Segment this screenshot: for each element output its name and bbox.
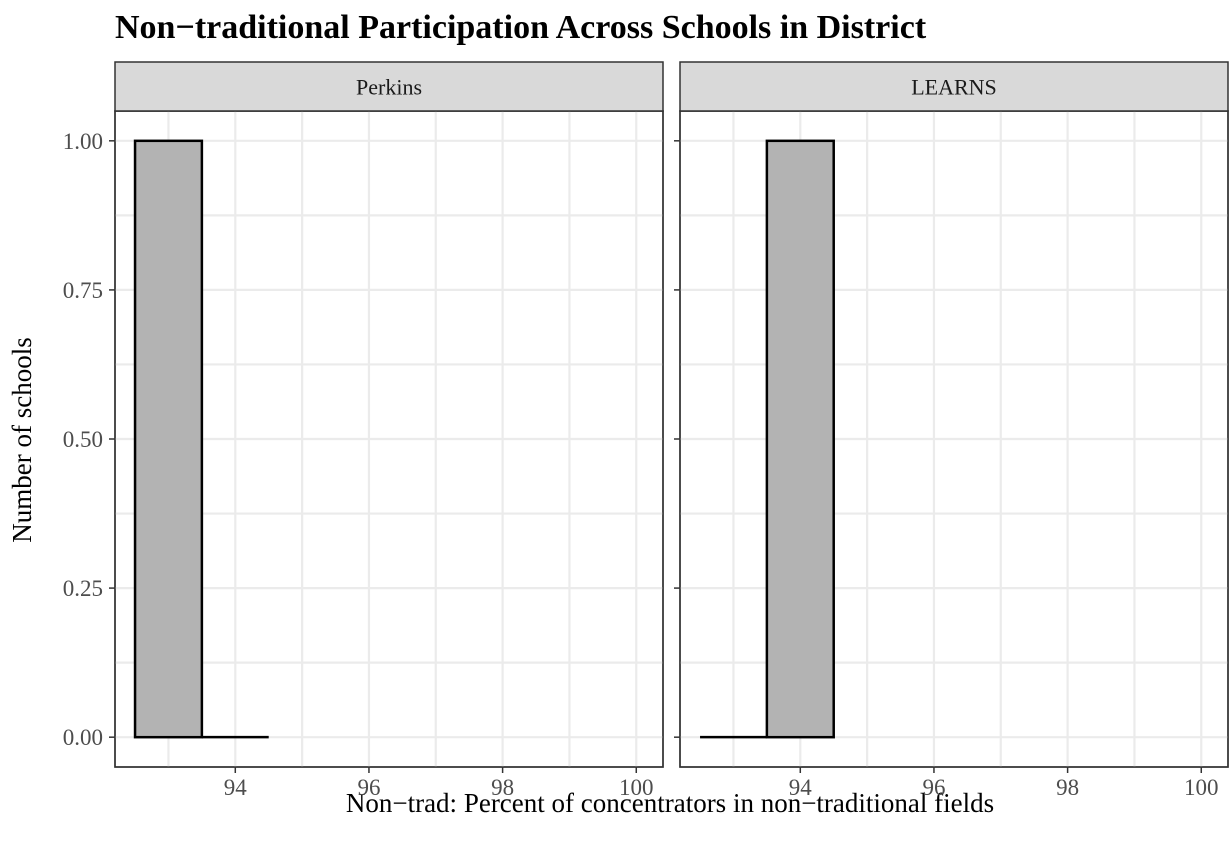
x-tick-label: 98 — [1056, 775, 1079, 800]
chart-title: Non−traditional Participation Across Sch… — [115, 9, 927, 46]
x-tick-label: 96 — [357, 775, 380, 800]
x-axis-title: Non−trad: Percent of concentrators in no… — [346, 788, 994, 818]
facet-strip-1 — [679, 61, 1229, 112]
y-axis-title: Number of schools — [7, 337, 37, 542]
y-tick-label: 0.00 — [63, 725, 103, 750]
y-tick-label: 0.75 — [63, 278, 103, 303]
facet-label-learns: LEARNS — [911, 75, 997, 100]
x-tick-label: 100 — [619, 775, 654, 800]
x-tick-label: 94 — [789, 775, 813, 800]
facet-strip-0 — [114, 61, 664, 112]
plot-area: Perkins 94 96 98 100 0.00 0.25 0.50 0.75 1.00 LEAR… — [63, 61, 1229, 800]
y-tick-label: 0.25 — [63, 576, 103, 601]
histogram-bar-perkins-0 — [133, 139, 204, 739]
x-tick-label: 100 — [1184, 775, 1219, 800]
y-tick-label: 1.00 — [63, 129, 103, 154]
facet-label-perkins: Perkins — [356, 75, 422, 100]
x-tick-label: 98 — [491, 775, 514, 800]
histogram-bar-learns-1 — [765, 139, 835, 739]
y-tick-label: 0.50 — [63, 427, 103, 452]
x-tick-label: 96 — [922, 775, 945, 800]
x-tick-label: 94 — [224, 775, 248, 800]
